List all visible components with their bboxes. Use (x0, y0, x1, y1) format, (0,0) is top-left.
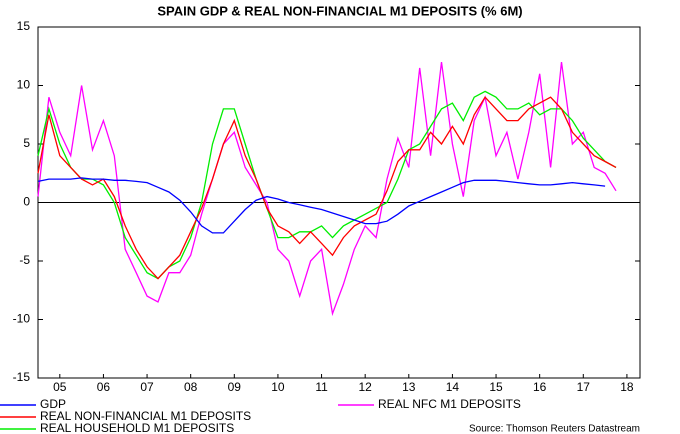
x-tick-label: 05 (53, 380, 67, 394)
x-tick-label: 13 (402, 380, 416, 394)
source: Source: Thomson Reuters Datastream (469, 424, 640, 434)
x-tick-label: 14 (446, 380, 460, 394)
series-line (37, 177, 606, 234)
series-line (37, 62, 617, 317)
x-tick-label: 12 (358, 380, 372, 394)
x-tick-label: 16 (533, 380, 547, 394)
y-tick-label: 5 (23, 136, 30, 150)
x-tick-label: 06 (97, 380, 111, 394)
chart-title: SPAIN GDP & REAL NON-FINANCIAL M1 DEPOSI… (157, 3, 522, 18)
x-tick-label: 15 (489, 380, 503, 394)
y-tick-label: 15 (17, 19, 31, 33)
y-tick-label: 0 (23, 195, 30, 209)
y-tick-label: -10 (13, 312, 31, 326)
y-tick-label: -5 (19, 253, 30, 267)
series-line (37, 90, 617, 280)
x-tick-label: 17 (577, 380, 591, 394)
x-tick-label: 07 (140, 380, 154, 394)
legend-label: REAL NFC M1 DEPOSITS (378, 397, 521, 411)
legend-label: REAL HOUSEHOLD M1 DEPOSITS (40, 421, 234, 434)
x-tick-label: 11 (315, 380, 328, 394)
y-tick-label: 10 (17, 78, 31, 92)
x-tick-label: 09 (228, 380, 242, 394)
legend-label: REAL NON-FINANCIAL M1 DEPOSITS (40, 409, 251, 423)
x-tick-label: 10 (271, 380, 285, 394)
series-line (37, 96, 617, 280)
x-tick-label: 18 (620, 380, 634, 394)
x-tick-label: 08 (184, 380, 198, 394)
legend-label: GDP (40, 397, 66, 411)
y-tick-label: -15 (13, 370, 31, 384)
